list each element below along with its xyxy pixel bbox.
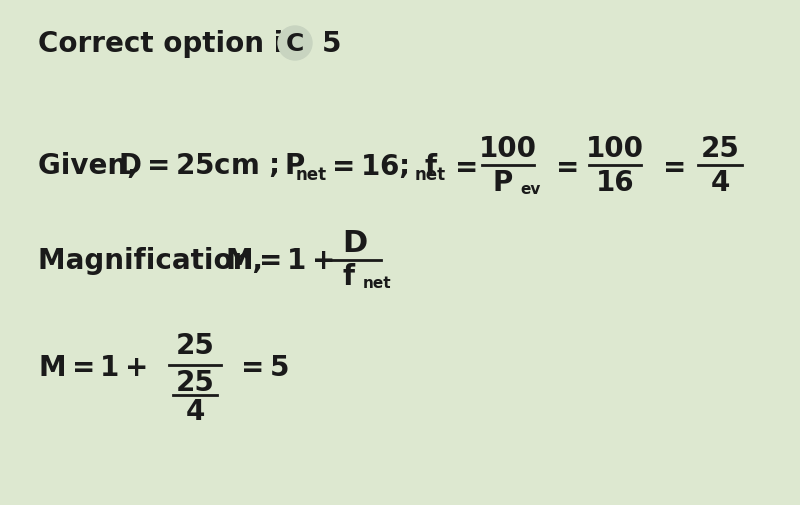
Text: net: net (363, 275, 392, 290)
Text: Correct option is: Correct option is (38, 30, 300, 58)
Text: ev: ev (520, 182, 540, 197)
Text: 4: 4 (710, 169, 730, 196)
Text: Magnification,: Magnification, (38, 246, 273, 274)
Text: $\mathbf{=}$: $\mathbf{=}$ (657, 152, 685, 180)
Text: net: net (296, 166, 327, 184)
Text: $\mathbf{= 5}$: $\mathbf{= 5}$ (235, 354, 289, 381)
Text: 25: 25 (175, 368, 214, 396)
Text: $\mathbf{M = 1 +}$: $\mathbf{M = 1 +}$ (225, 246, 334, 274)
Text: $\mathbf{=}$: $\mathbf{=}$ (449, 152, 477, 180)
Text: 100: 100 (586, 135, 644, 163)
Text: $\mathbf{P}$: $\mathbf{P}$ (493, 169, 514, 196)
Text: 25: 25 (175, 331, 214, 359)
Text: 4: 4 (186, 397, 205, 425)
Text: $\mathbf{D}$: $\mathbf{D}$ (342, 228, 368, 257)
Text: Given,: Given, (38, 152, 147, 180)
Text: net: net (415, 166, 446, 184)
Text: 100: 100 (479, 135, 537, 163)
Text: $\mathbf{=}$: $\mathbf{=}$ (550, 152, 578, 180)
Text: $\mathbf{M = 1 +}$: $\mathbf{M = 1 +}$ (38, 354, 146, 381)
Text: $\mathbf{f}$: $\mathbf{f}$ (342, 263, 356, 290)
Text: C: C (286, 32, 304, 56)
Text: 25: 25 (701, 135, 739, 163)
Text: 16: 16 (596, 169, 634, 196)
Text: $\mathbf{D = 25cm\ ;P}$: $\mathbf{D = 25cm\ ;P}$ (118, 152, 306, 180)
Circle shape (278, 27, 312, 61)
Text: 5: 5 (322, 30, 342, 58)
Text: $\mathbf{= 16;\ f}$: $\mathbf{= 16;\ f}$ (326, 151, 438, 180)
